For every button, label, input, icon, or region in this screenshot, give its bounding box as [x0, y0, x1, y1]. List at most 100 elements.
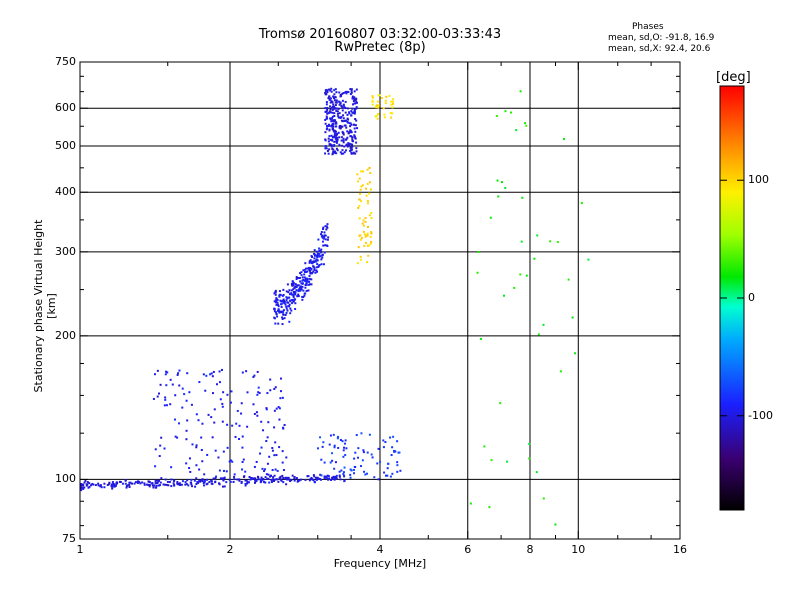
scatter-point [340, 105, 343, 108]
scatter-point [345, 90, 348, 93]
scatter-point [292, 296, 295, 299]
scatter-point [291, 284, 294, 287]
y-tick-label: 400 [55, 185, 76, 199]
scatter-point [338, 474, 341, 477]
scatter-point [310, 476, 313, 479]
scatter-point [349, 129, 352, 132]
scatter-point [339, 125, 342, 128]
scatter-point [313, 269, 316, 272]
y-tick-label: 300 [55, 244, 76, 258]
scatter-point [542, 323, 545, 326]
scatter-point [337, 107, 340, 110]
scatter-point [275, 297, 278, 300]
scatter-points [79, 87, 590, 526]
scatter-point [154, 486, 157, 489]
scatter-point [274, 386, 277, 389]
scatter-point [238, 479, 241, 482]
scatter-point [241, 371, 244, 374]
scatter-point [360, 170, 363, 173]
scatter-point [283, 302, 286, 305]
scatter-point [176, 482, 179, 485]
scatter-point [178, 369, 181, 372]
scatter-point [294, 283, 297, 286]
scatter-point [282, 469, 285, 472]
scatter-point [181, 406, 184, 409]
scatter-point [335, 141, 338, 144]
scatter-point [316, 477, 319, 480]
scatter-point [291, 474, 294, 477]
scatter-point [103, 482, 106, 485]
scatter-point [362, 230, 365, 233]
scatter-point [342, 471, 345, 474]
scatter-point [164, 398, 167, 401]
scatter-point [366, 182, 369, 185]
scatter-point [276, 469, 279, 472]
scatter-point [295, 289, 298, 292]
scatter-point [334, 88, 337, 91]
scatter-point [170, 485, 173, 488]
scatter-point [253, 412, 256, 415]
scatter-point [273, 387, 276, 390]
scatter-point [282, 301, 285, 304]
scatter-point [230, 459, 233, 462]
scatter-point [286, 283, 289, 286]
scatter-point [315, 269, 318, 272]
scatter-point [334, 130, 337, 133]
scatter-point [166, 371, 169, 374]
scatter-point [221, 405, 224, 408]
scatter-point [208, 480, 211, 483]
scatter-point [316, 256, 319, 259]
scatter-point [283, 317, 286, 320]
scatter-point [477, 250, 480, 253]
scatter-point [219, 477, 222, 480]
scatter-point [356, 173, 359, 176]
scatter-point [391, 100, 394, 103]
scatter-point [369, 188, 372, 191]
scatter-point [201, 422, 204, 425]
scatter-point [273, 454, 276, 457]
scatter-point [278, 294, 281, 297]
scatter-point [274, 299, 277, 302]
scatter-point [321, 445, 324, 448]
scatter-point [343, 119, 346, 122]
scatter-point [316, 252, 319, 255]
scatter-point [253, 465, 256, 468]
scatter-point [297, 479, 300, 482]
scatter-point [154, 448, 157, 451]
scatter-point [195, 483, 198, 486]
scatter-point [297, 289, 300, 292]
scatter-point [281, 310, 284, 313]
scatter-point [334, 461, 337, 464]
scatter-point [276, 315, 279, 318]
scatter-point [271, 449, 274, 452]
scatter-point [310, 283, 313, 286]
scatter-point [125, 486, 128, 489]
scatter-point [294, 293, 297, 296]
scatter-point [343, 479, 346, 482]
scatter-point [339, 101, 342, 104]
scatter-point [254, 479, 257, 482]
scatter-point [339, 102, 342, 105]
scatter-point [476, 271, 479, 274]
scatter-point [103, 486, 106, 489]
scatter-point [345, 143, 348, 146]
scatter-point [330, 87, 333, 90]
scatter-point [368, 181, 371, 184]
scatter-point [325, 117, 328, 120]
scatter-point [333, 89, 336, 92]
scatter-point [396, 461, 399, 464]
scatter-point [97, 484, 100, 487]
scatter-point [281, 300, 284, 303]
scatter-point [311, 478, 314, 481]
scatter-point [88, 485, 91, 488]
scatter-point [151, 482, 154, 485]
scatter-point [112, 483, 115, 486]
scatter-point [236, 478, 239, 481]
scatter-point [85, 484, 88, 487]
scatter-point [201, 478, 204, 481]
scatter-point [328, 135, 331, 138]
scatter-point [316, 447, 319, 450]
scatter-point [231, 460, 234, 463]
scatter-point [290, 282, 293, 285]
scatter-point [265, 407, 268, 410]
